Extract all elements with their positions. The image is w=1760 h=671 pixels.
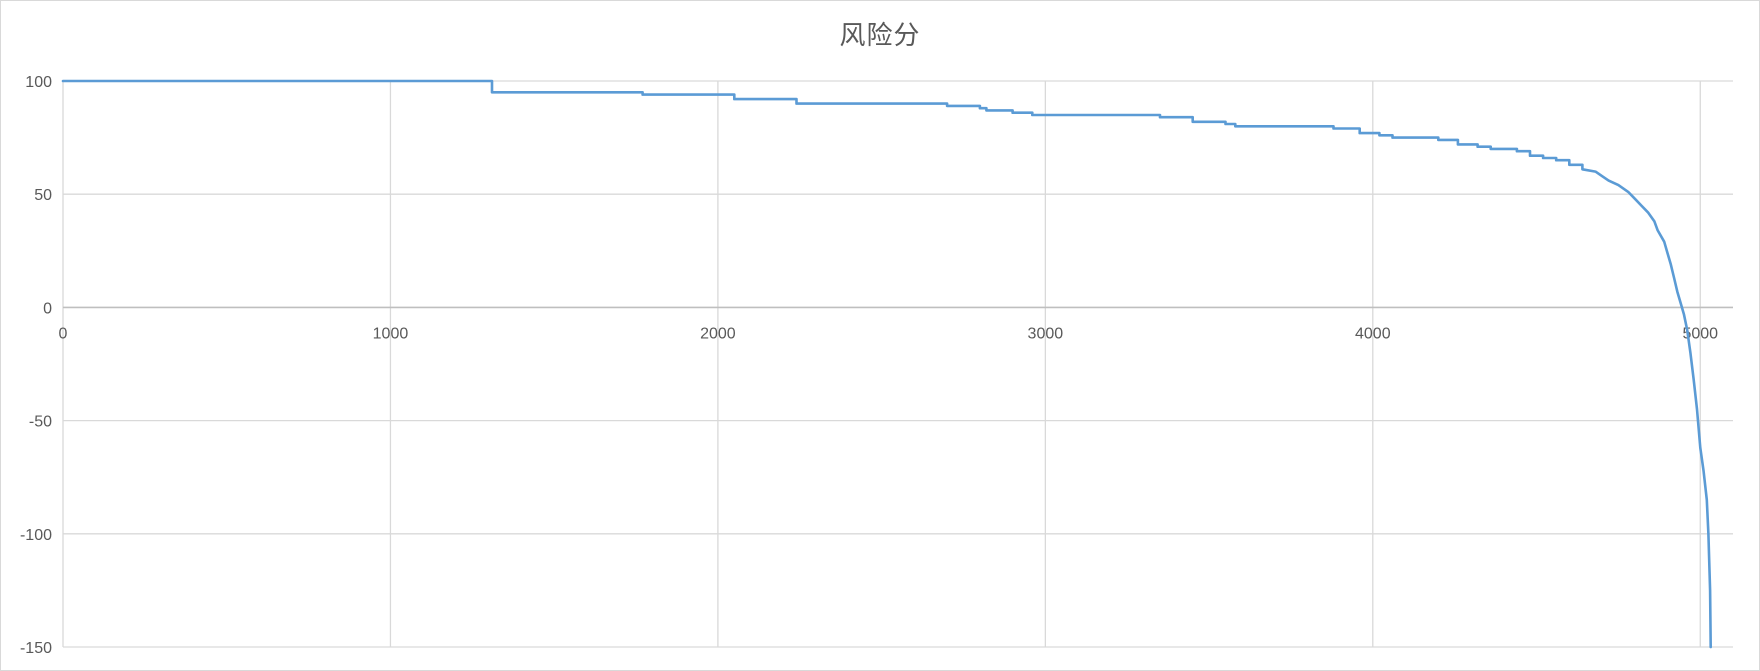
x-tick-label: 3000 xyxy=(1028,325,1064,342)
x-tick-label: 5000 xyxy=(1682,325,1718,342)
series-line-0 xyxy=(61,79,1712,649)
x-tick-label: 2000 xyxy=(700,325,736,342)
y-tick-label: -150 xyxy=(20,640,52,657)
chart-title: 风险分 xyxy=(839,21,921,51)
y-tick-label: 0 xyxy=(43,300,52,317)
x-tick-label: 1000 xyxy=(373,325,409,342)
x-tick-label: 0 xyxy=(59,325,68,342)
x-tick-label: 4000 xyxy=(1355,325,1391,342)
y-tick-label: -100 xyxy=(20,527,52,544)
y-tick-label: -50 xyxy=(29,414,52,431)
y-tick-label: 50 xyxy=(34,187,52,204)
y-tick-label: 100 xyxy=(25,74,52,91)
